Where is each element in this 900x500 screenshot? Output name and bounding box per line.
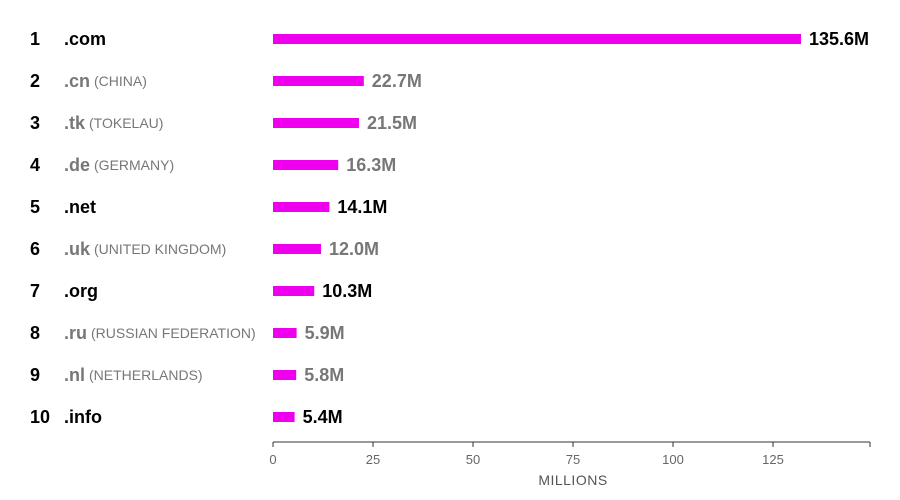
domain-label: .net [64,197,96,217]
domain-label: .cn (CHINA) [64,71,147,91]
tld-name: .ru [64,323,87,343]
bar-row: 5 .net 14.1M [30,197,387,217]
bar-row: 3 .tk (TOKELAU) 21.5M [30,113,417,133]
bar [273,34,801,44]
bar-row: 10 .info 5.4M [30,407,343,427]
value-label: 5.8M [304,365,344,385]
rank-number: 10 [30,407,50,427]
rank-number: 9 [30,365,40,385]
value-label: 16.3M [346,155,396,175]
domain-label: .de (GERMANY) [64,155,174,175]
domain-label: .com [64,29,106,49]
bar-row: 2 .cn (CHINA) 22.7M [30,71,422,91]
bar-row: 1 .com 135.6M [30,29,869,49]
bar [273,286,315,296]
rows-layer: 1 .com 135.6M 2 .cn (CHINA) 22.7M 3 .tk (TOKELAU)… [30,29,869,427]
rank-number: 5 [30,197,40,217]
domain-label: .ru (RUSSIAN FEDERATION) [64,323,256,343]
x-axis-title: MILLIONS [538,472,607,488]
bar [273,202,330,212]
tld-name: .de [64,155,90,175]
rank-number: 3 [30,113,40,133]
tld-name: .org [64,281,98,301]
bar-row: 9 .nl (NETHERLANDS) 5.8M [30,365,344,385]
bar [273,412,295,422]
country-name: (GERMANY) [94,157,174,173]
x-axis-ticks: 0 25 50 75 100 125 [269,442,871,467]
x-tick-label: 25 [366,452,380,467]
value-label: 22.7M [372,71,422,91]
value-label: 10.3M [322,281,372,301]
bar-row: 4 .de (GERMANY) 16.3M [30,155,396,175]
x-tick-label: 125 [762,452,784,467]
rank-number: 6 [30,239,40,259]
rank-number: 8 [30,323,40,343]
rank-number: 1 [30,29,40,49]
x-tick-label: 75 [566,452,580,467]
tld-name: .nl [64,365,85,385]
domain-label: .nl (NETHERLANDS) [64,365,203,385]
rank-number: 2 [30,71,40,91]
country-name: (UNITED KINGDOM) [94,241,226,257]
tld-name: .tk [64,113,86,133]
bar [273,76,364,86]
country-name: (CHINA) [94,73,147,89]
bar [273,328,297,338]
value-label: 21.5M [367,113,417,133]
bar-row: 7 .org 10.3M [30,281,372,301]
domain-label: .uk (UNITED KINGDOM) [64,239,226,259]
tld-name: .net [64,197,96,217]
bar [273,160,339,170]
tld-name: .com [64,29,106,49]
tld-name: .info [64,407,102,427]
value-label: 5.9M [305,323,345,343]
x-tick-label: 100 [662,452,684,467]
rank-number: 7 [30,281,40,301]
x-axis: 0 25 50 75 100 125 MILLIONS [269,441,871,488]
country-name: (TOKELAU) [89,115,163,131]
bar-row: 8 .ru (RUSSIAN FEDERATION) 5.9M [30,323,345,343]
rank-number: 4 [30,155,40,175]
domain-label: .info [64,407,102,427]
value-label: 5.4M [303,407,343,427]
bar-row: 6 .uk (UNITED KINGDOM) 12.0M [30,239,379,259]
x-tick-label: 0 [269,452,276,467]
value-label: 135.6M [809,29,869,49]
domain-label: .org [64,281,98,301]
domain-label: .tk (TOKELAU) [64,113,163,133]
bar [273,118,359,128]
value-label: 12.0M [329,239,379,259]
bar [273,244,321,254]
value-label: 14.1M [337,197,387,217]
country-name: (RUSSIAN FEDERATION) [91,325,256,341]
bar [273,370,297,380]
tld-name: .uk [64,239,91,259]
x-tick-label: 50 [466,452,480,467]
country-name: (NETHERLANDS) [89,367,203,383]
tld-name: .cn [64,71,90,91]
